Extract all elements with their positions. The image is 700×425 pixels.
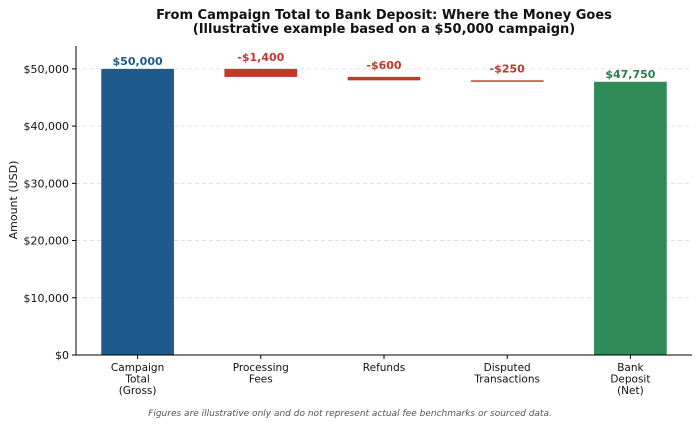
bar-1 [224,68,298,77]
bar-0 [101,68,174,355]
y-tick-label: $10,000 [24,292,70,305]
x-category-label-0: Campaign Total (Gross) [111,362,164,397]
x-category-label-3: Disputed Transactions [473,362,540,386]
y-tick-label: $0 [55,349,69,362]
bars: $50,000 -$1,400 -$600 -$250 $47,750 [101,51,667,355]
y-tick-label: $50,000 [24,63,70,76]
y-tick-label: $20,000 [24,235,70,248]
bar-2 [347,76,421,81]
data-label-2: -$600 [366,59,402,72]
chart-title: From Campaign Total to Bank Deposit: Whe… [156,8,612,23]
bar-3 [470,80,544,82]
chart-subtitle: (Illustrative example based on a $50,000… [193,22,575,37]
y-axis-label: Amount (USD) [7,161,20,240]
x-axis-categories: Campaign Total (Gross) Processing Fees Refund… [111,355,650,397]
x-category-label-4: Bank Deposit (Net) [610,362,650,397]
x-category-label-1: Processing Fees [233,362,289,386]
bar-4 [594,81,667,355]
footnote: Figures are illustrative only and do not… [148,409,552,419]
data-label-4: $47,750 [605,68,655,81]
data-label-0: $50,000 [113,55,163,68]
data-label-1: -$1,400 [237,51,284,64]
gridlines [76,68,692,299]
y-tick-label: $30,000 [24,177,70,190]
y-axis-ticks: $0 $10,000 $20,000 $30,000 $40,000 $50,000 [24,63,76,362]
x-category-label-2: Refunds [363,362,405,374]
y-tick-label: $40,000 [24,120,70,133]
data-label-3: -$250 [490,62,526,75]
